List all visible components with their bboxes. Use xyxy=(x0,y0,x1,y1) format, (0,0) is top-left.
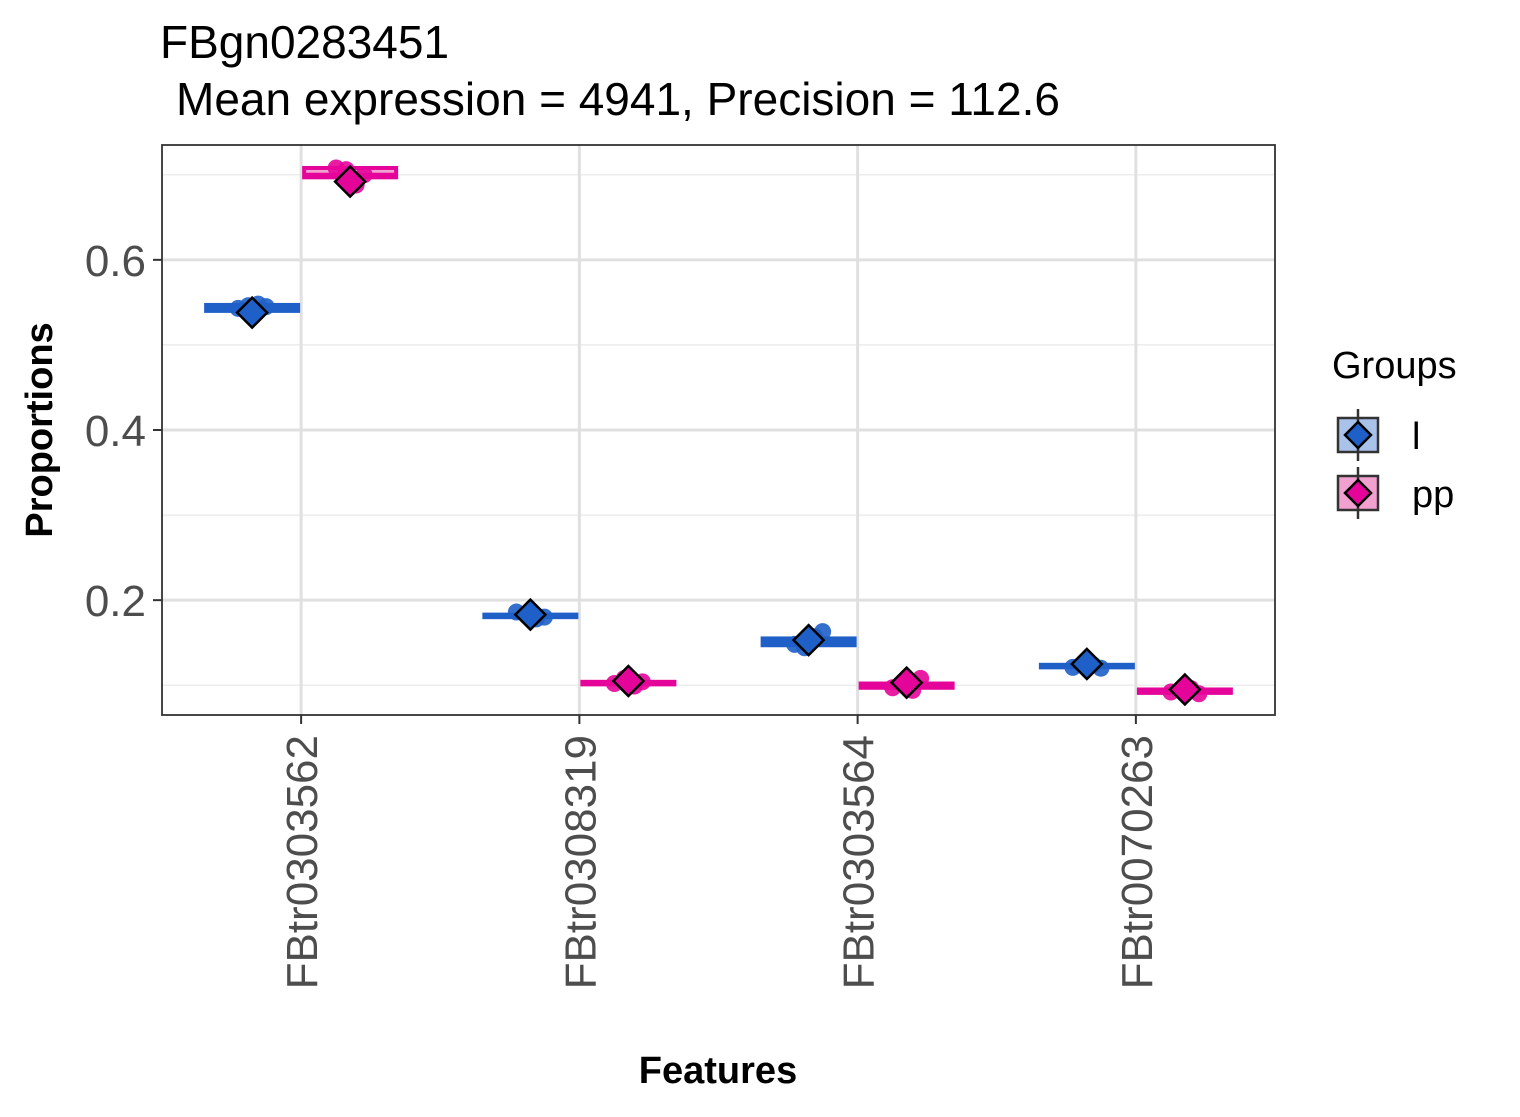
x-tick-label: FBtr0303564 xyxy=(835,735,884,989)
legend-label-l: l xyxy=(1412,416,1420,458)
chart-subtitle: Mean expression = 4941, Precision = 112.… xyxy=(176,73,1060,125)
x-tick-label: FBtr0070263 xyxy=(1113,735,1162,989)
mean-marker-l-FBtr0303564 xyxy=(791,623,826,657)
x-tick-label: FBtr0308319 xyxy=(556,735,605,989)
legend-marker-l xyxy=(1343,420,1373,450)
y-tick-label: 0.6 xyxy=(85,237,146,286)
mean-marker-pp-FBtr0070263 xyxy=(1168,672,1202,707)
mean-marker-l-FBtr0070263 xyxy=(1070,647,1104,681)
mean-marker-l-FBtr0308319 xyxy=(513,597,548,632)
mean-marker-l-FBtr0303562 xyxy=(235,295,269,330)
chart-title: FBgn0283451 xyxy=(160,16,449,68)
mean-marker-pp-FBtr0303562 xyxy=(333,164,367,199)
legend-label-pp: pp xyxy=(1412,474,1454,516)
mean-marker-pp-FBtr0303564 xyxy=(889,665,924,700)
y-axis-label: Proportions xyxy=(19,322,61,537)
legend-marker-pp xyxy=(1343,478,1373,508)
legend: Groups l pp xyxy=(1332,345,1457,519)
x-axis-label: Features xyxy=(639,1050,797,1092)
plot-area: 0.2 0.4 0.6 FBtr0303562 FBtr0308319 FBtr03035… xyxy=(85,144,1276,989)
y-tick-label: 0.4 xyxy=(85,407,146,456)
y-tick-label: 0.2 xyxy=(85,577,146,626)
mean-marker-pp-FBtr0308319 xyxy=(611,664,646,698)
x-tick-label: FBtr0303562 xyxy=(278,735,327,989)
legend-title: Groups xyxy=(1332,345,1457,387)
